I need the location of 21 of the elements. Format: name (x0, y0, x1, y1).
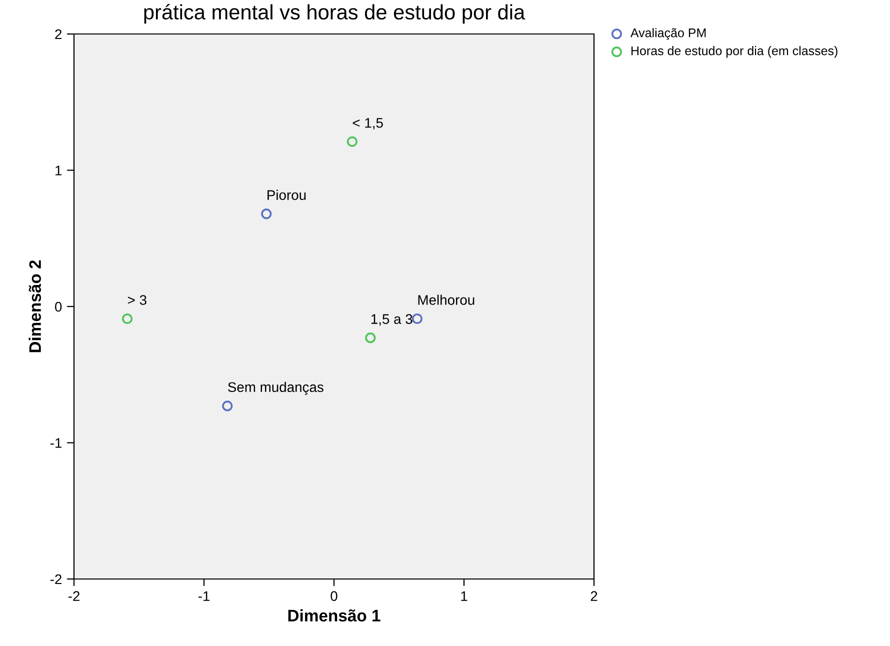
annotation: < 1,5 (352, 118, 383, 130)
y-tick-label: 1 (56, 166, 62, 176)
x-tick-label: 2 (590, 591, 598, 601)
x-tick-label: -2 (68, 591, 80, 601)
annotation: Melhorou (418, 294, 474, 305)
chart-title: prática mental vs horas de estudo por dia (144, 4, 526, 24)
x-axis-title: Dimensão 1 (288, 609, 380, 622)
annotation: > 3 (128, 295, 146, 305)
y-tick-label: 0 (55, 302, 62, 312)
y-tick-label: 2 (55, 29, 62, 40)
x-tick-label: 1 (461, 591, 468, 601)
legend-label: Horas de estudo por dia (em classes) (631, 46, 838, 58)
y-tick-label: -2 (50, 574, 62, 584)
annotation: 1,5 a 3 (371, 314, 412, 326)
y-tick-label: -1 (50, 438, 62, 448)
x-tick-label: -1 (198, 591, 210, 601)
y-axis-title: Dimensão 2 (28, 260, 41, 352)
annotation: Piorou (268, 190, 306, 200)
legend-label: Avaliação PM (630, 28, 706, 40)
annotation: Sem mudanças (228, 382, 324, 395)
x-tick-label: 0 (330, 591, 338, 602)
